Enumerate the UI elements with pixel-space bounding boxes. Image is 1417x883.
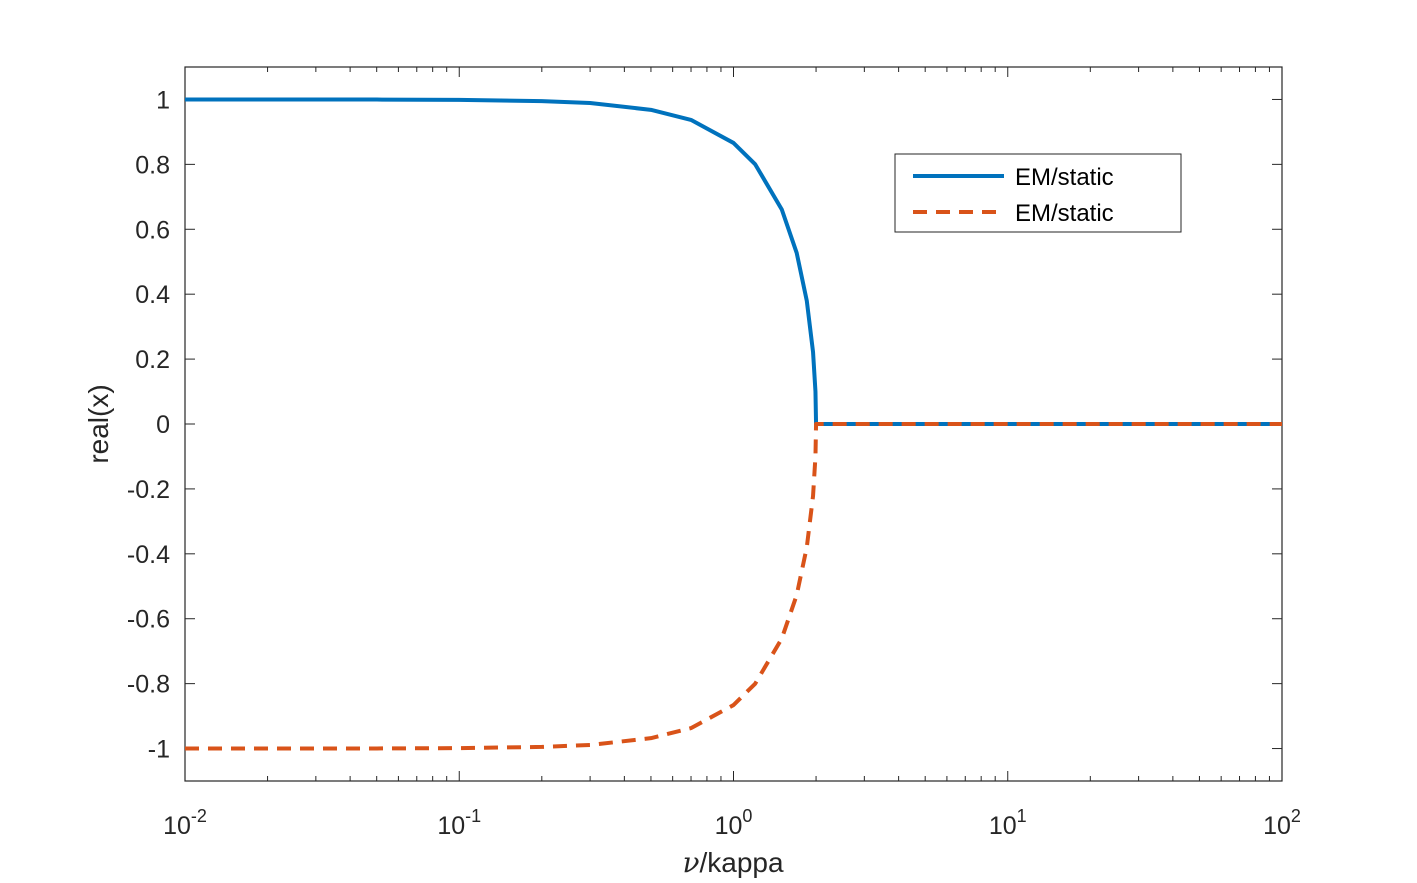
x-axis-label-text: /kappa xyxy=(699,847,783,878)
legend: EM/static EM/static xyxy=(894,153,1182,233)
x-tick-label: 101 xyxy=(989,806,1027,840)
x-axis-label: ν/kappa xyxy=(682,846,784,879)
y-tick-label: -0.6 xyxy=(127,606,170,634)
x-tick-label-base: 10 xyxy=(163,812,191,840)
y-tick-label: 0 xyxy=(156,411,170,439)
x-tick-label: 102 xyxy=(1263,806,1301,840)
x-tick-label: 100 xyxy=(715,806,753,840)
x-tick-label-base: 10 xyxy=(715,812,743,840)
x-tick-label-exponent: -1 xyxy=(465,806,481,826)
y-tick-label: -0.2 xyxy=(127,476,170,504)
legend-box xyxy=(894,153,1182,233)
axis-ticks: 10-2 10-1 100 101 10210.80.60.40.20-0.2-0.4-… xyxy=(127,67,1301,840)
x-tick-label-exponent: 2 xyxy=(1291,806,1301,826)
series-layer xyxy=(184,97,1282,751)
x-tick-label: 10-2 xyxy=(163,806,207,840)
legend-label-series-1: EM/static xyxy=(1015,164,1114,191)
y-tick-label: 1 xyxy=(156,86,170,114)
legend-label-series-2: EM/static xyxy=(1015,200,1114,227)
x-axis-label-symbol: ν xyxy=(682,846,699,879)
y-tick-label: -0.8 xyxy=(127,671,170,699)
x-tick-label-base: 10 xyxy=(989,812,1017,840)
y-tick-label: 0.8 xyxy=(135,151,170,179)
y-tick-label: 0.2 xyxy=(135,346,170,374)
x-tick-label-exponent: -2 xyxy=(191,806,207,826)
y-tick-label: 0.4 xyxy=(135,281,170,309)
x-tick-label: 10-1 xyxy=(437,806,481,840)
y-tick-label: 0.6 xyxy=(135,216,170,244)
x-tick-label-base: 10 xyxy=(1263,812,1291,840)
x-tick-label-base: 10 xyxy=(437,812,465,840)
y-axis-label: real(x) xyxy=(83,384,114,463)
y-tick-label: -0.4 xyxy=(127,541,170,569)
y-tick-label: -1 xyxy=(148,736,170,764)
x-tick-label-exponent: 0 xyxy=(742,806,752,826)
series-line-2 xyxy=(184,422,1282,751)
x-tick-label-exponent: 1 xyxy=(1017,806,1027,826)
